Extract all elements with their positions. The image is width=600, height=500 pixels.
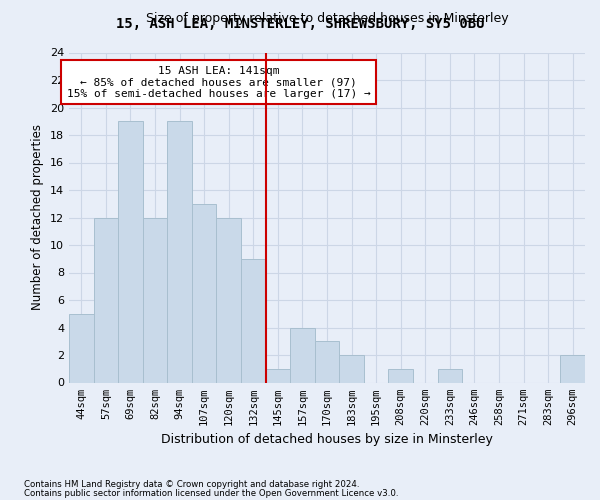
Bar	[560, 355, 585, 382]
Text: Contains HM Land Registry data © Crown copyright and database right 2024.: Contains HM Land Registry data © Crown c…	[24, 480, 359, 489]
Bar	[192, 204, 217, 382]
Bar	[241, 259, 266, 382]
Bar	[339, 355, 364, 382]
Bar	[94, 218, 118, 382]
Bar	[143, 218, 167, 382]
Bar	[266, 369, 290, 382]
Bar	[437, 369, 462, 382]
Bar	[69, 314, 94, 382]
Y-axis label: Number of detached properties: Number of detached properties	[31, 124, 44, 310]
Bar	[167, 121, 192, 382]
Bar	[290, 328, 315, 382]
Bar	[217, 218, 241, 382]
Bar	[388, 369, 413, 382]
Bar	[118, 121, 143, 382]
Text: 15 ASH LEA: 141sqm
← 85% of detached houses are smaller (97)
15% of semi-detache: 15 ASH LEA: 141sqm ← 85% of detached hou…	[67, 66, 371, 99]
Title: Size of property relative to detached houses in Minsterley: Size of property relative to detached ho…	[146, 12, 508, 25]
Text: 15, ASH LEA, MINSTERLEY, SHREWSBURY, SY5 0BU: 15, ASH LEA, MINSTERLEY, SHREWSBURY, SY5…	[116, 18, 484, 32]
Text: Contains public sector information licensed under the Open Government Licence v3: Contains public sector information licen…	[24, 488, 398, 498]
X-axis label: Distribution of detached houses by size in Minsterley: Distribution of detached houses by size …	[161, 433, 493, 446]
Bar	[315, 341, 339, 382]
